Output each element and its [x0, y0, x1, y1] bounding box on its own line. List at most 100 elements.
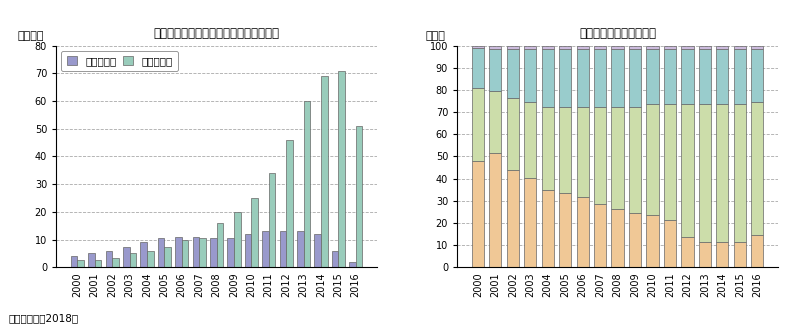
Bar — [664, 49, 676, 104]
Bar — [629, 46, 641, 49]
Bar — [489, 46, 501, 49]
Bar — [611, 46, 624, 49]
Bar — [489, 91, 501, 153]
Bar — [559, 193, 571, 267]
Bar — [664, 220, 676, 267]
Bar — [338, 70, 345, 267]
Bar — [95, 260, 101, 267]
Bar — [507, 98, 519, 170]
Bar — [525, 49, 537, 102]
Bar — [734, 46, 746, 49]
Bar — [147, 251, 153, 267]
Bar — [699, 242, 711, 267]
Bar — [699, 49, 711, 104]
Bar — [507, 170, 519, 267]
Bar — [130, 254, 136, 267]
Bar — [123, 246, 130, 267]
Text: （万人）: （万人） — [18, 31, 44, 41]
Bar — [629, 213, 641, 267]
Bar — [577, 198, 589, 267]
Bar — [646, 104, 658, 215]
Bar — [297, 231, 303, 267]
Bar — [541, 190, 554, 267]
Bar — [175, 237, 182, 267]
Bar — [646, 215, 658, 267]
Bar — [716, 104, 728, 242]
Bar — [594, 49, 606, 107]
Bar — [303, 101, 310, 267]
Bar — [77, 260, 84, 267]
Bar — [164, 246, 171, 267]
Bar — [507, 49, 519, 98]
Bar — [321, 76, 327, 267]
Bar — [286, 140, 293, 267]
Bar — [577, 49, 589, 107]
Bar — [182, 240, 188, 267]
Bar — [611, 49, 624, 107]
Bar — [314, 234, 321, 267]
Bar — [507, 46, 519, 49]
Title: 出願者の属性（外国、国内）別の出願数: 出願者の属性（外国、国内）別の出願数 — [153, 27, 280, 40]
Bar — [646, 49, 658, 104]
Bar — [472, 161, 484, 267]
Bar — [262, 231, 269, 267]
Bar — [734, 104, 746, 242]
Bar — [681, 104, 694, 237]
Bar — [332, 251, 338, 267]
Bar — [489, 49, 501, 91]
Title: 国内出願者の属性別割合: 国内出願者の属性別割合 — [579, 27, 656, 40]
Bar — [251, 198, 258, 267]
Bar — [192, 237, 199, 267]
Bar — [699, 46, 711, 49]
Bar — [716, 49, 728, 104]
Bar — [140, 243, 147, 267]
Bar — [227, 238, 234, 267]
Bar — [681, 46, 694, 49]
Bar — [664, 46, 676, 49]
Bar — [646, 46, 658, 49]
Bar — [541, 46, 554, 49]
Bar — [594, 46, 606, 49]
Bar — [88, 254, 95, 267]
Legend: 外国出願人, 国内出願人: 外国出願人, 国内出願人 — [61, 51, 178, 71]
Bar — [734, 49, 746, 104]
Bar — [525, 178, 537, 267]
Bar — [210, 238, 217, 267]
Bar — [699, 104, 711, 242]
Bar — [245, 234, 251, 267]
Bar — [525, 46, 537, 49]
Bar — [751, 46, 764, 49]
Bar — [217, 223, 223, 267]
Bar — [525, 102, 537, 178]
Bar — [541, 49, 554, 107]
Text: 資料：元橋（2018）: 資料：元橋（2018） — [8, 313, 78, 323]
Bar — [472, 88, 484, 161]
Bar — [472, 48, 484, 88]
Bar — [577, 107, 589, 198]
Bar — [280, 231, 286, 267]
Bar — [751, 235, 764, 267]
Bar — [269, 173, 275, 267]
Bar — [234, 212, 241, 267]
Bar — [158, 238, 164, 267]
Bar — [472, 46, 484, 48]
Bar — [716, 46, 728, 49]
Bar — [112, 258, 119, 267]
Bar — [559, 107, 571, 193]
Bar — [489, 153, 501, 267]
Bar — [751, 49, 764, 102]
Bar — [681, 237, 694, 267]
Bar — [349, 262, 356, 267]
Bar — [716, 242, 728, 267]
Bar — [594, 107, 606, 204]
Bar — [611, 209, 624, 267]
Bar — [664, 104, 676, 220]
Bar — [734, 242, 746, 267]
Bar — [541, 107, 554, 190]
Bar — [751, 102, 764, 235]
Bar — [106, 251, 112, 267]
Bar — [559, 46, 571, 49]
Bar — [71, 256, 77, 267]
Bar — [594, 204, 606, 267]
Bar — [356, 126, 363, 267]
